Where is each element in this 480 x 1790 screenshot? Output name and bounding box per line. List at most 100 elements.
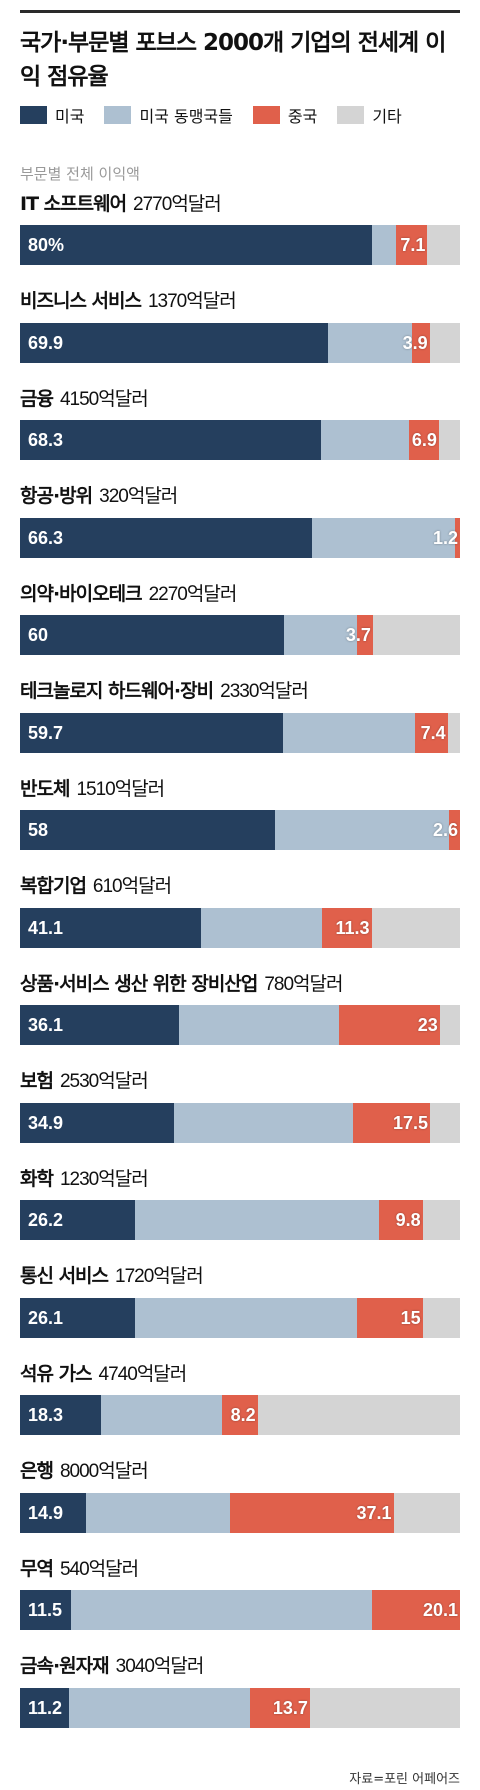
value-label-us: 11.2 bbox=[28, 1697, 63, 1718]
stacked-bar: 11.2 13.7 bbox=[20, 1687, 460, 1728]
category-name: 금융 bbox=[20, 387, 54, 410]
category-name: IT 소프트웨어 bbox=[20, 192, 127, 215]
bar-segment-allies bbox=[85, 1492, 231, 1533]
bar-segment-allies bbox=[320, 420, 409, 460]
bar-segment-china bbox=[338, 1005, 440, 1045]
stacked-bar: 80% 7.1 bbox=[20, 225, 460, 265]
category-label: 비즈니스 서비스 1370억달러 bbox=[20, 285, 460, 315]
bar-segment-allies bbox=[173, 1102, 354, 1143]
category-label: 은행 8000억달러 bbox=[20, 1455, 460, 1485]
bar-segment-china bbox=[371, 1590, 460, 1630]
category-total: 780억달러 bbox=[264, 973, 343, 995]
value-label-us: 14.9 bbox=[28, 1502, 64, 1523]
bar-segment-other bbox=[429, 322, 460, 363]
category-row: IT 소프트웨어 2770억달러 80% 7.1 bbox=[20, 187, 460, 265]
category-total: 4740억달러 bbox=[98, 1363, 188, 1385]
bar-segment-allies bbox=[69, 1687, 250, 1728]
value-label-china: 37.1 bbox=[356, 1502, 392, 1523]
category-total: 1230억달러 bbox=[59, 1168, 149, 1190]
stacked-bar: 26.2 9.8 bbox=[20, 1200, 460, 1240]
category-total: 540억달러 bbox=[59, 1558, 139, 1580]
value-label-us: 26.1 bbox=[28, 1307, 64, 1328]
source-credit: 자료=포린 어페어즈 bbox=[349, 1772, 460, 1787]
bar-segment-us bbox=[20, 1200, 136, 1240]
value-label-china: 11.3 bbox=[335, 917, 370, 938]
stacked-bar: 60 3.7 bbox=[20, 615, 460, 655]
category-label: 통신 서비스 1720억달러 bbox=[20, 1260, 460, 1290]
bar-segment-us bbox=[20, 1395, 101, 1435]
category-row: 통신 서비스 1720억달러 26.1 15 bbox=[20, 1260, 460, 1338]
bar-segment-allies bbox=[311, 517, 455, 558]
category-total: 4150억달러 bbox=[59, 388, 149, 410]
category-label: 항공·방위 320억달러 bbox=[20, 480, 460, 510]
category-name: 무역 bbox=[20, 1557, 54, 1580]
category-total: 8000억달러 bbox=[59, 1461, 149, 1482]
category-total: 1720억달러 bbox=[115, 1266, 204, 1287]
value-label-china: 3.7 bbox=[345, 625, 371, 645]
bar-segment-china bbox=[379, 1200, 423, 1240]
category-row: 화학 1230억달러 26.2 9.8 bbox=[20, 1162, 460, 1240]
bar-segment-china bbox=[230, 1492, 394, 1533]
category-name: 화학 bbox=[20, 1167, 54, 1190]
bar-segment-us bbox=[20, 517, 312, 558]
category-row: 석유 가스 4740억달러 18.3 8.2 bbox=[20, 1357, 460, 1435]
category-label: 석유 가스 4740억달러 bbox=[20, 1357, 460, 1387]
legend-label-allies: 미국 동맹국들 bbox=[139, 107, 233, 126]
bar-segment-us bbox=[20, 1102, 174, 1143]
category-name: 상품·서비스 생산 위한 장비산업 bbox=[20, 972, 258, 995]
bar-segment-china bbox=[221, 1395, 258, 1435]
value-label-us: 36.1 bbox=[28, 1015, 64, 1035]
category-total: 2530억달러 bbox=[59, 1071, 149, 1092]
category-label: 보험 2530억달러 bbox=[20, 1065, 460, 1095]
value-label-china: 17.5 bbox=[393, 1112, 429, 1133]
legend-label-other: 기타 bbox=[372, 107, 402, 126]
value-label-china: 23 bbox=[417, 1015, 438, 1035]
category-name: 은행 bbox=[20, 1460, 54, 1482]
bar-segment-us bbox=[20, 1297, 135, 1338]
category-name: 의약·바이오테크 bbox=[20, 582, 143, 605]
stacked-bar: 58 2.6 bbox=[20, 810, 460, 850]
bar-segment-china bbox=[454, 517, 460, 558]
legend-label-china: 중국 bbox=[287, 107, 318, 126]
value-label-china: 7.1 bbox=[400, 235, 426, 255]
bar-segment-other bbox=[438, 420, 460, 460]
category-row: 은행 8000억달러 14.9 37.1 bbox=[20, 1455, 460, 1533]
legend-label-us: 미국 bbox=[55, 107, 85, 126]
stacked-bar: 26.1 15 bbox=[20, 1297, 460, 1338]
category-total: 1510억달러 bbox=[76, 778, 165, 800]
bar-segment-us bbox=[20, 810, 276, 850]
bar-segment-allies bbox=[134, 1297, 357, 1338]
value-label-china: 7.4 bbox=[420, 722, 446, 743]
bar-segment-us bbox=[20, 225, 372, 265]
bar-segment-other bbox=[430, 1102, 460, 1143]
bar-segment-allies bbox=[284, 615, 357, 655]
bar-segment-us bbox=[20, 1687, 70, 1728]
bar-segment-allies bbox=[178, 1005, 339, 1045]
bar-segment-allies bbox=[275, 810, 449, 850]
legend-item-allies: 미국 동맹국들 bbox=[104, 103, 233, 127]
category-total: 3040억달러 bbox=[115, 1656, 205, 1677]
legend: 미국 미국 동맹국들 중국 기타 bbox=[20, 103, 422, 127]
legend-swatch-china bbox=[252, 106, 280, 124]
category-name: 복합기업 bbox=[20, 875, 87, 897]
category-name: 테크놀로지 하드웨어·장비 bbox=[20, 680, 214, 702]
value-label-us: 18.3 bbox=[28, 1405, 64, 1425]
bar-segment-other bbox=[439, 1005, 460, 1045]
value-label-china: 1.2 bbox=[432, 527, 458, 548]
bar-segment-china bbox=[412, 322, 430, 363]
section-label: 부문별 전체 이익액 bbox=[20, 165, 140, 183]
bar-segment-other bbox=[371, 907, 460, 948]
value-label-china: 6.9 bbox=[411, 430, 437, 450]
category-total: 320억달러 bbox=[99, 486, 178, 507]
category-label: 테크놀로지 하드웨어·장비 2330억달러 bbox=[20, 675, 460, 705]
bar-segment-other bbox=[372, 615, 460, 655]
category-total: 1370억달러 bbox=[147, 291, 237, 312]
bar-segment-us bbox=[20, 712, 283, 753]
category-name: 반도체 bbox=[20, 777, 70, 800]
value-label-us: 34.9 bbox=[28, 1112, 64, 1133]
bar-segment-other bbox=[393, 1492, 460, 1533]
legend-item-us: 미국 bbox=[20, 103, 84, 127]
category-name: 금속·원자재 bbox=[20, 1655, 110, 1677]
stacked-bar: 59.7 7.4 bbox=[20, 712, 460, 753]
value-label-china: 15 bbox=[400, 1307, 421, 1328]
